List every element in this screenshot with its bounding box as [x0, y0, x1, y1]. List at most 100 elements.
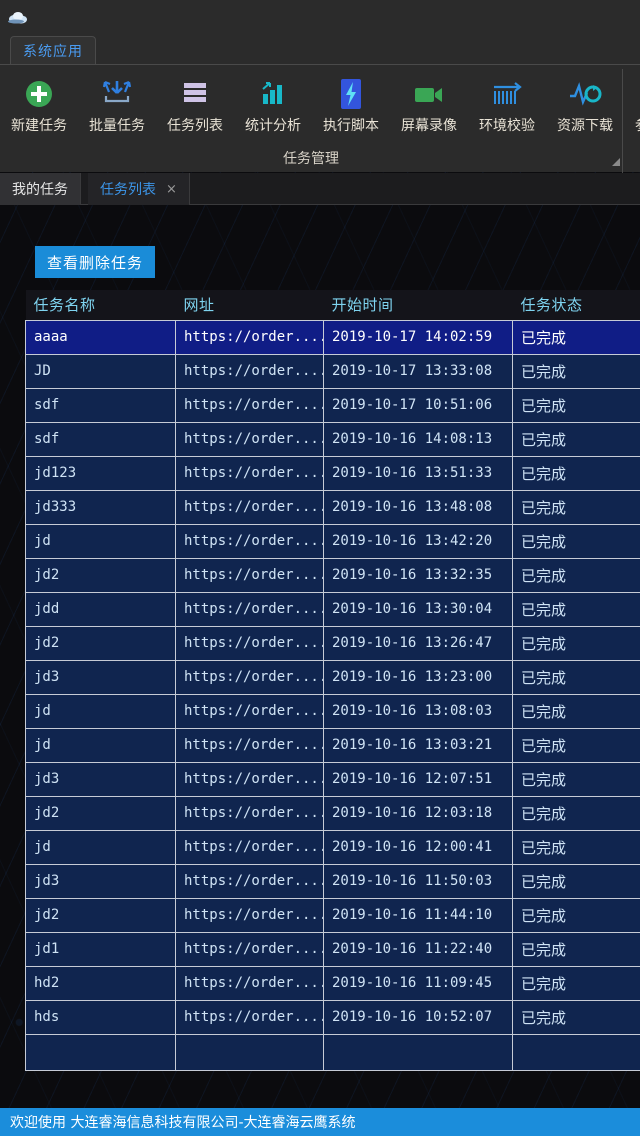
task-name-cell: jd [25, 829, 176, 865]
ribbon-button-run-script[interactable]: 执行脚本 [312, 67, 390, 145]
ribbon-button-resource-download[interactable]: 资源下载 [546, 67, 624, 145]
table-row[interactable]: jd3 https://order.... 2019-10-16 11:50:03 已… [25, 863, 640, 899]
table-row[interactable]: jd2 https://order.... 2019-10-16 12:03:18 已… [25, 795, 640, 831]
tab-my-tasks[interactable]: 我的任务 [0, 173, 81, 205]
task-time-cell: 2019-10-17 14:02:59 [323, 319, 513, 355]
ribbon-button-screen-record[interactable]: 屏幕录像 [390, 67, 468, 145]
task-name-cell: sdf [25, 387, 176, 423]
task-status-cell: 已完成 [512, 591, 640, 627]
table-filler-cell [25, 1033, 176, 1071]
close-icon[interactable]: × [166, 181, 177, 197]
view-delete-task-button[interactable]: 查看删除任务 [35, 246, 156, 278]
ribbon-button-task-list[interactable]: 任务列表 [156, 67, 234, 145]
tab-task-list[interactable]: 任务列表 × [88, 173, 190, 205]
ribbon-button-statistics[interactable]: 统计分析 [234, 67, 312, 145]
task-status-cell: 已完成 [512, 829, 640, 865]
task-name-cell: sdf [25, 421, 176, 457]
task-status-cell: 已完成 [512, 727, 640, 763]
table-row[interactable]: jd2 https://order.... 2019-10-16 13:32:35 已… [25, 557, 640, 593]
task-name-cell: jd [25, 523, 176, 559]
task-status-cell: 已完成 [512, 319, 640, 355]
task-time-cell: 2019-10-16 11:09:45 [323, 965, 513, 1001]
task-time-cell: 2019-10-17 10:51:06 [323, 387, 513, 423]
ribbon-tab-label: 系统应用 [23, 42, 83, 59]
ribbon-label: 参数设置 [635, 115, 640, 135]
ribbon-tab-strip: 系统应用 [0, 36, 640, 64]
task-url-cell: https://order.... [175, 931, 324, 967]
table-row[interactable]: jd https://order.... 2019-10-16 13:42:20 已完… [25, 523, 640, 559]
ribbon-button-settings[interactable]: 参数设置 [624, 67, 640, 145]
table-row[interactable]: jd1 https://order.... 2019-10-16 11:22:40 已… [25, 931, 640, 967]
ribbon-resize-corner-icon[interactable] [612, 158, 620, 166]
table-row[interactable]: JD https://order.... 2019-10-17 13:33:08 已完… [25, 353, 640, 389]
table-row[interactable]: jd333 https://order.... 2019-10-16 13:48:0… [25, 489, 640, 525]
table-row[interactable]: jd3 https://order.... 2019-10-16 12:07:51 已… [25, 761, 640, 797]
task-name-cell: jd3 [25, 659, 176, 695]
task-status-cell: 已完成 [512, 353, 640, 389]
task-url-cell: https://order.... [175, 795, 324, 831]
task-status-cell: 已完成 [512, 795, 640, 831]
batch-import-icon [100, 73, 134, 115]
task-status-cell: 已完成 [512, 523, 640, 559]
status-bar-text: 欢迎使用 大连睿海信息科技有限公司-大连睿海云鹰系统 [10, 1115, 356, 1131]
task-url-cell: https://order.... [175, 455, 324, 491]
task-name-cell: hds [25, 999, 176, 1035]
task-name-cell: jd333 [25, 489, 176, 525]
refresh-wave-icon [568, 73, 602, 115]
table-row[interactable]: jd https://order.... 2019-10-16 13:03:21 已完… [25, 727, 640, 763]
video-camera-icon [413, 73, 445, 115]
table-row[interactable]: jd123 https://order.... 2019-10-16 13:51:3… [25, 455, 640, 491]
task-url-cell: https://order.... [175, 965, 324, 1001]
tab-label: 任务列表 [100, 182, 156, 198]
bar-chart-icon [258, 73, 288, 115]
ribbon-tab-system-apps[interactable]: 系统应用 [10, 36, 96, 64]
table-filler-cell [323, 1033, 513, 1071]
task-name-cell: jd2 [25, 795, 176, 831]
table-row[interactable]: hd2 https://order.... 2019-10-16 11:09:45 已… [25, 965, 640, 1001]
table-row[interactable]: jd2 https://order.... 2019-10-16 13:26:47 已… [25, 625, 640, 661]
task-name-cell: jdd [25, 591, 176, 627]
table-row[interactable]: sdf https://order.... 2019-10-17 10:51:06 已… [25, 387, 640, 423]
ribbon-label: 屏幕录像 [401, 118, 457, 134]
task-status-cell: 已完成 [512, 557, 640, 593]
table-filler-cell [512, 1033, 640, 1071]
task-name-cell: aaaa [25, 319, 176, 355]
ribbon-label: 新建任务 [11, 118, 67, 134]
task-name-cell: jd [25, 727, 176, 763]
task-url-cell: https://order.... [175, 693, 324, 729]
table-row[interactable]: hds https://order.... 2019-10-16 10:52:07 已… [25, 999, 640, 1035]
task-status-cell: 已完成 [512, 693, 640, 729]
task-status-cell: 已完成 [512, 931, 640, 967]
column-header-url[interactable]: 网址 [175, 290, 324, 320]
add-circle-icon [23, 73, 55, 115]
task-time-cell: 2019-10-16 13:42:20 [323, 523, 513, 559]
task-time-cell: 2019-10-16 12:03:18 [323, 795, 513, 831]
column-header-time[interactable]: 开始时间 [323, 290, 513, 320]
ribbon-button-new-task[interactable]: 新建任务 [0, 67, 78, 145]
table-row[interactable]: jd2 https://order.... 2019-10-16 11:44:10 已… [25, 897, 640, 933]
title-bar [0, 0, 640, 36]
task-table-container: 任务名称 网址 开始时间 任务状态 aaaa https://order.... 2… [25, 290, 640, 1071]
table-row[interactable]: jdd https://order.... 2019-10-16 13:30:04 已… [25, 591, 640, 627]
table-row[interactable]: jd https://order.... 2019-10-16 13:08:03 已完… [25, 693, 640, 729]
table-row[interactable]: aaaa https://order.... 2019-10-17 14:02:59… [25, 319, 640, 355]
ribbon-button-env-check[interactable]: 环境校验 [468, 67, 546, 145]
task-url-cell: https://order.... [175, 421, 324, 457]
ribbon-label: 任务列表 [167, 118, 223, 134]
ribbon-button-batch-task[interactable]: 批量任务 [78, 67, 156, 145]
ribbon-label: 统计分析 [245, 118, 301, 134]
table-row[interactable]: sdf https://order.... 2019-10-16 14:08:13 已… [25, 421, 640, 457]
table-row[interactable]: jd3 https://order.... 2019-10-16 13:23:00 已… [25, 659, 640, 695]
task-table-body: aaaa https://order.... 2019-10-17 14:02:59… [25, 319, 640, 1071]
task-table: 任务名称 网址 开始时间 任务状态 aaaa https://order.... 2… [25, 290, 640, 1071]
ribbon-label: 资源下载 [557, 118, 613, 134]
column-header-status[interactable]: 任务状态 [512, 290, 640, 320]
column-header-name[interactable]: 任务名称 [25, 290, 176, 320]
task-url-cell: https://order.... [175, 863, 324, 899]
task-time-cell: 2019-10-16 14:08:13 [323, 421, 513, 457]
ribbon-label: 执行脚本 [323, 118, 379, 134]
task-url-cell: https://order.... [175, 353, 324, 389]
table-row[interactable]: jd https://order.... 2019-10-16 12:00:41 已完… [25, 829, 640, 865]
task-time-cell: 2019-10-16 13:23:00 [323, 659, 513, 695]
ribbon-overflow-region: 参数设置 [624, 67, 640, 145]
